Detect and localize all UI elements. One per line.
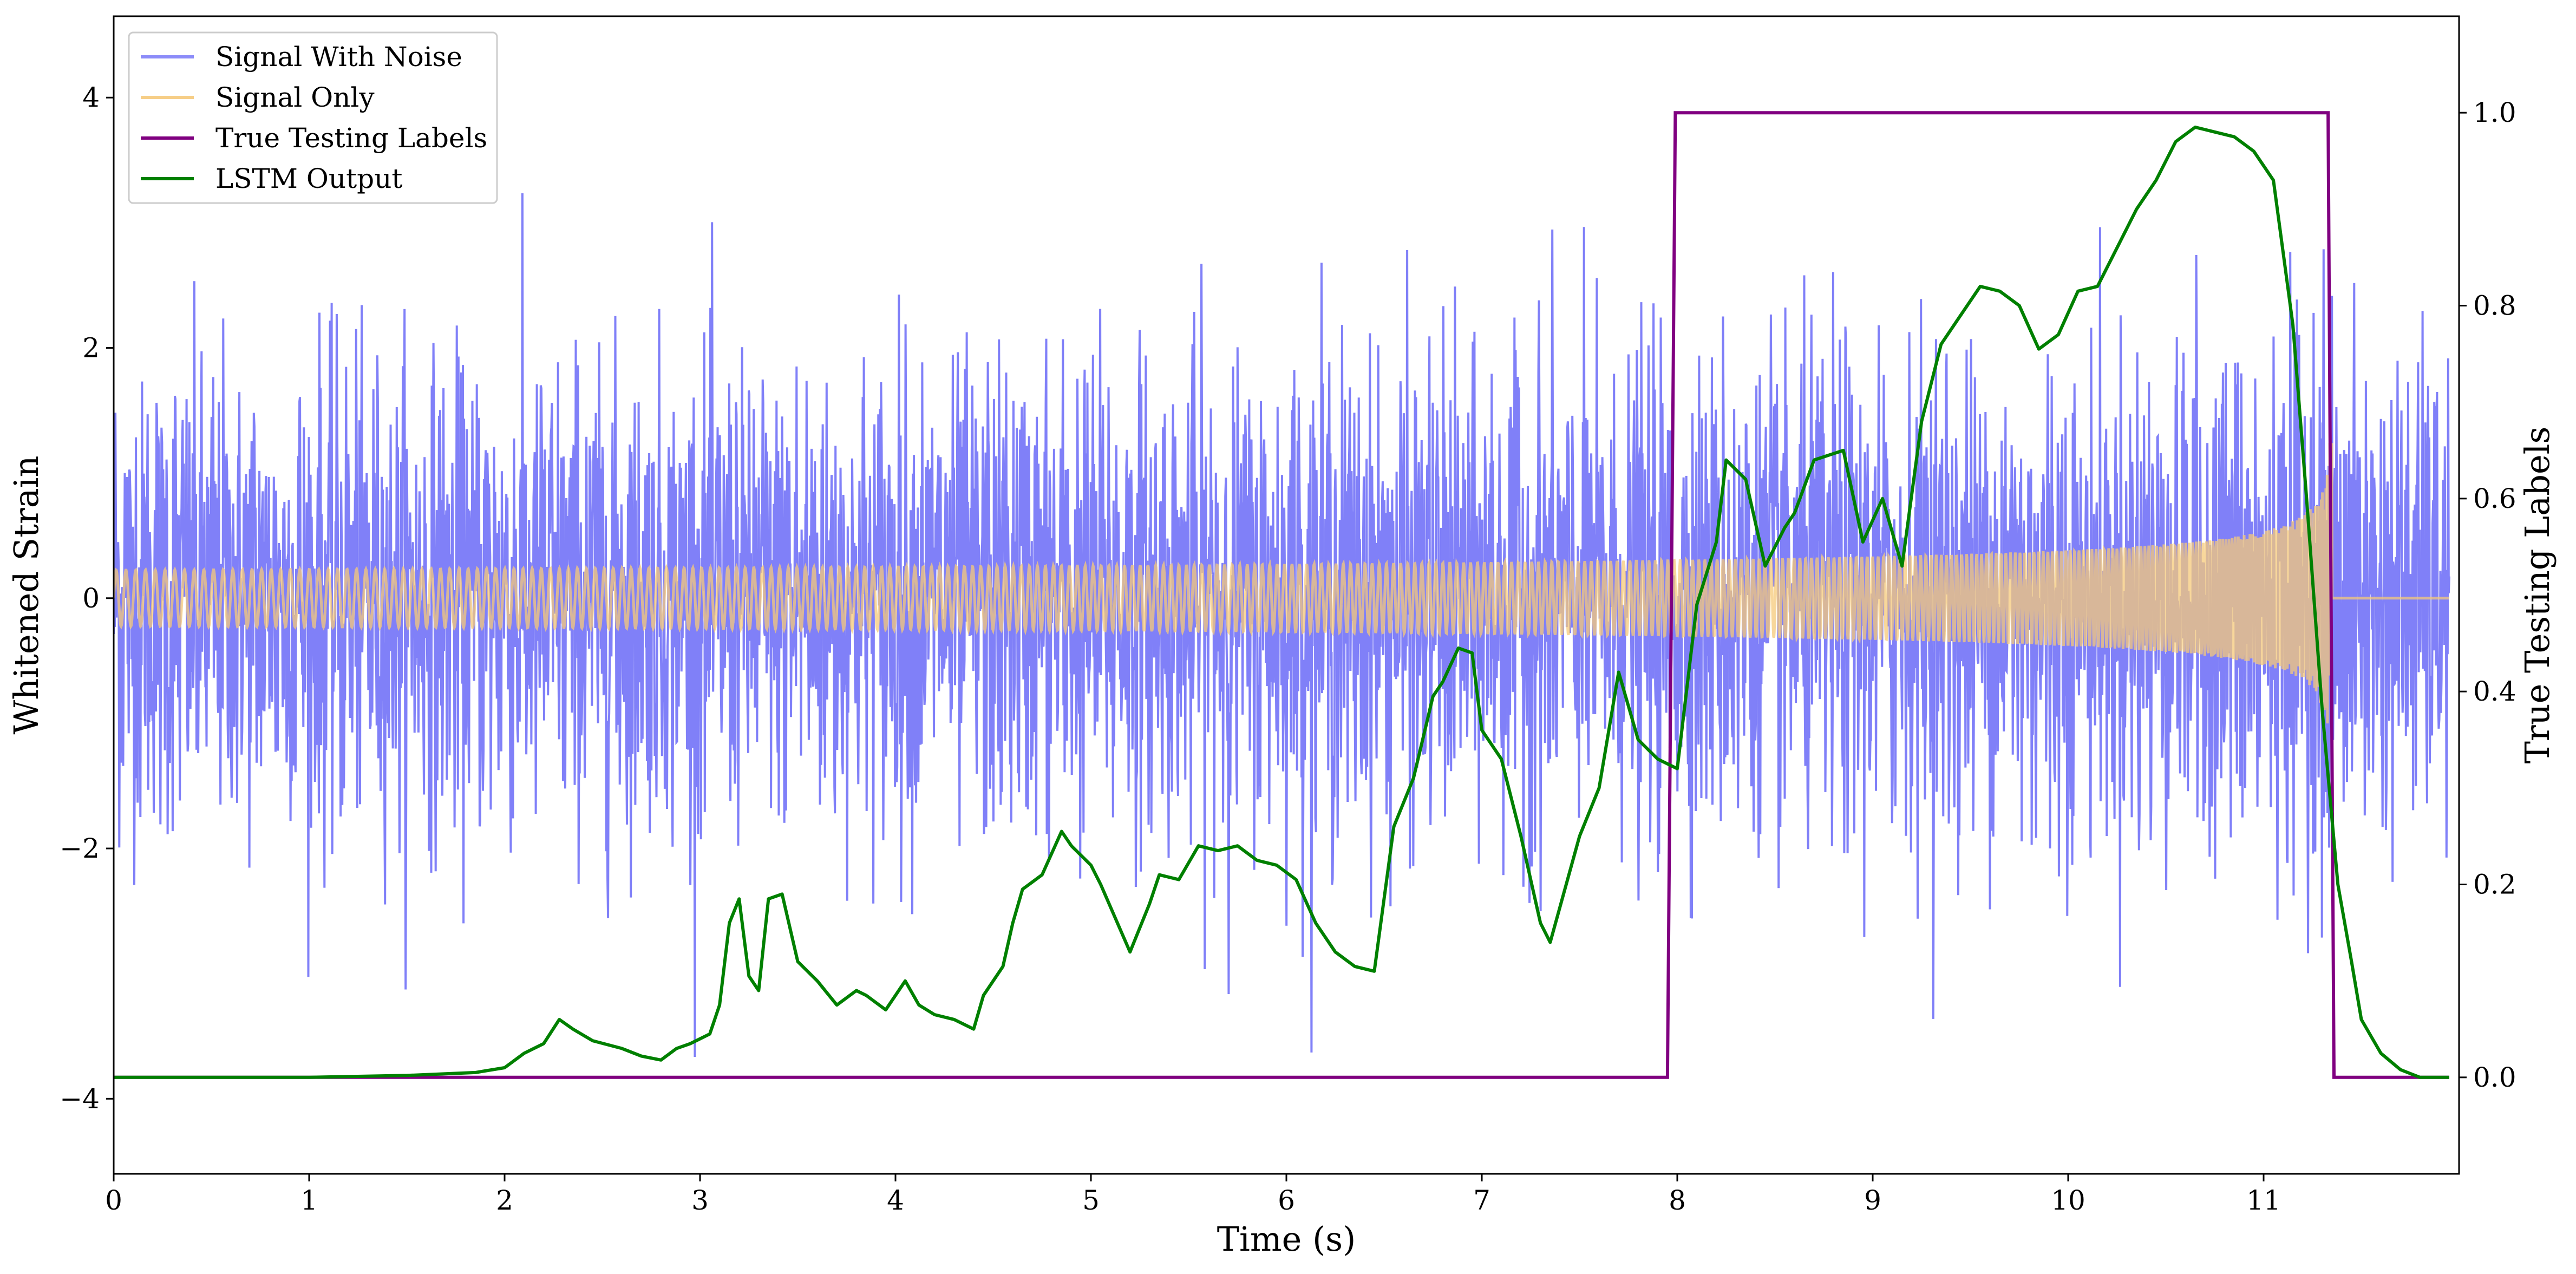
y2-tick-label: 0.0 <box>2473 1062 2516 1093</box>
lstm-output-line <box>114 125 2449 1079</box>
x-tick-label: 11 <box>2246 1185 2281 1216</box>
x-axis-label: Time (s) <box>1217 1219 1356 1259</box>
x-tick-label: 5 <box>1082 1185 1100 1216</box>
y-tick-label: 2 <box>82 332 100 364</box>
y2-tick-label: 0.8 <box>2473 290 2516 322</box>
y2-axis-label: True Testing Labels <box>2518 427 2557 764</box>
true-testing-labels-series <box>114 111 2449 1079</box>
y2-tick-label: 0.2 <box>2473 869 2516 900</box>
y-tick-label: 0 <box>82 583 100 614</box>
y-axis-label: Whitened Strain <box>6 456 46 735</box>
y-tick-label: −2 <box>60 833 100 864</box>
true-testing-labels-line <box>114 111 2449 1079</box>
x-tick-label: 7 <box>1473 1185 1490 1216</box>
y-axis-left: −4 −2 0 2 4 <box>60 82 114 1114</box>
x-tick-label: 8 <box>1669 1185 1686 1216</box>
legend-label: Signal Only <box>215 82 375 113</box>
legend-label: LSTM Output <box>215 163 402 194</box>
lstm-output-series <box>114 125 2449 1079</box>
y-axis-right: 0.0 0.2 0.4 0.6 0.8 1.0 <box>2459 97 2516 1093</box>
x-tick-label: 6 <box>1278 1185 1295 1216</box>
legend-box <box>128 31 498 204</box>
y-tick-label: −4 <box>60 1083 100 1114</box>
signal-only-series <box>114 443 2449 724</box>
legend-label: True Testing Labels <box>215 122 487 154</box>
x-tick-label: 1 <box>300 1185 318 1216</box>
y2-tick-label: 0.4 <box>2473 676 2516 707</box>
x-tick-label: 9 <box>1864 1185 1881 1216</box>
x-tick-label: 4 <box>887 1185 904 1216</box>
signal-only-line <box>114 443 2449 724</box>
x-tick-label: 0 <box>105 1185 122 1216</box>
y2-tick-label: 0.6 <box>2473 483 2516 514</box>
x-tick-label: 3 <box>691 1185 709 1216</box>
legend: Signal With Noise Signal Only True Testing… <box>128 31 498 204</box>
x-axis: 0 1 2 3 4 5 6 7 8 9 10 11 <box>105 1174 2281 1216</box>
y-tick-label: 4 <box>82 82 100 113</box>
x-tick-label: 2 <box>496 1185 513 1216</box>
x-tick-label: 10 <box>2051 1185 2085 1216</box>
legend-label: Signal With Noise <box>215 41 462 73</box>
y2-tick-label: 1.0 <box>2473 97 2516 128</box>
